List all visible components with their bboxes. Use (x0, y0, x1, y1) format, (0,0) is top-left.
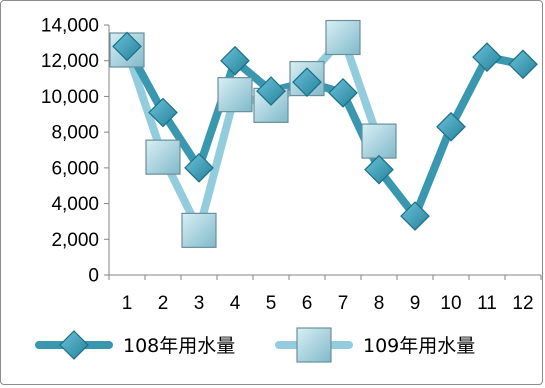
series-1-point (112, 31, 142, 62)
y-tick-label: 0 (88, 266, 99, 287)
series-line-1 (123, 42, 527, 221)
x-tick-label: 2 (158, 293, 169, 314)
x-tick-label: 5 (266, 293, 277, 314)
series-1-point (256, 76, 286, 106)
x-tick-label: 3 (194, 293, 205, 314)
series-1-point (508, 49, 538, 80)
x-tick-label: 7 (338, 293, 349, 314)
y-tick-label: 4,000 (51, 194, 99, 215)
y-tick-label: 2,000 (51, 230, 99, 251)
series-1-point (220, 45, 250, 76)
legend: 108年用水量 109年用水量 (35, 327, 475, 363)
series-1-point (436, 111, 466, 142)
series-2-point (325, 19, 361, 56)
x-tick-label: 12 (512, 293, 533, 314)
legend-marker-1 (59, 330, 89, 360)
legend-marker-2 (296, 327, 332, 363)
series-lines (123, 33, 527, 235)
x-tick-label: 1 (122, 293, 133, 314)
y-tick-label: 12,000 (41, 51, 99, 72)
series-1-point (400, 201, 430, 231)
x-tick-label: 6 (302, 293, 313, 314)
y-tick-label: 6,000 (51, 158, 99, 179)
x-tick-label: 8 (374, 293, 385, 314)
series-1-point (148, 97, 178, 128)
series-2-point (217, 77, 253, 113)
series-1-point (328, 78, 358, 108)
series-2-point (181, 212, 217, 248)
series-2-point (361, 123, 397, 159)
y-tick-label: 8,000 (51, 123, 99, 144)
x-tick-label: 10 (440, 293, 461, 314)
series-1-point (292, 67, 322, 97)
y-tick-label: 10,000 (41, 87, 99, 108)
x-tick-label: 9 (410, 293, 421, 314)
legend-label-1: 108年用水量 (123, 335, 235, 357)
legend-label-2: 109年用水量 (363, 335, 475, 357)
x-tick-label: 11 (477, 293, 497, 314)
y-tick-label: 14,000 (41, 16, 99, 37)
series-1-point (472, 42, 502, 72)
x-tick-label: 4 (230, 293, 241, 314)
series-1-point (184, 153, 214, 183)
series-line-2 (123, 33, 383, 235)
series-markers (109, 19, 538, 248)
series-2-point (145, 139, 181, 175)
axes: 0 2,000 4,000 6,000 8,000 10,000 12,000 14,000 1… (41, 16, 542, 314)
series-1-point (364, 154, 394, 185)
